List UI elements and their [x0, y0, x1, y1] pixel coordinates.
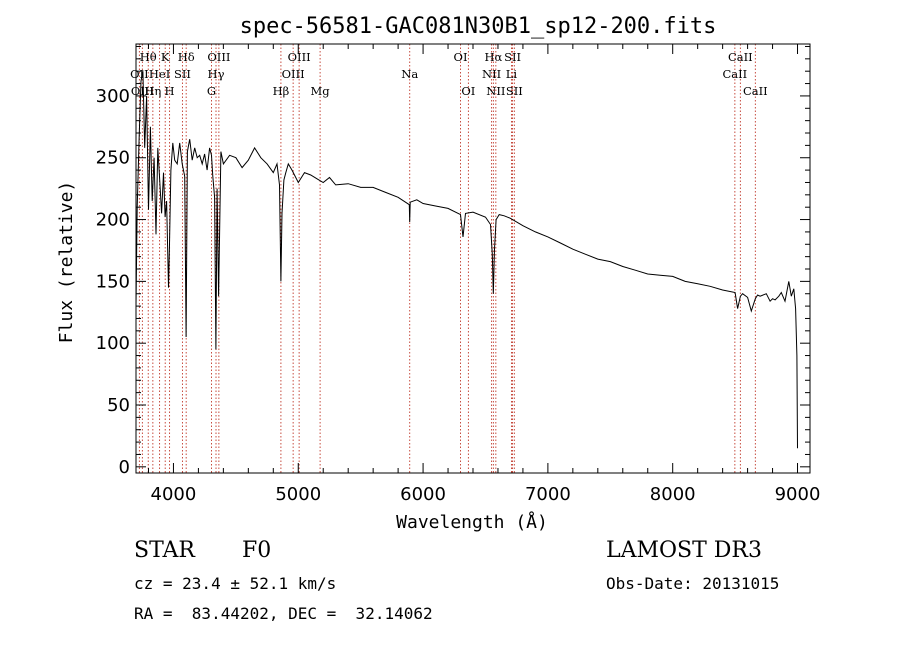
observation-date: Obs-Date: 20131015: [606, 574, 780, 593]
emission-line-markers: [138, 44, 756, 473]
x-tick-label: 6000: [400, 484, 446, 505]
line-label: Hθ: [140, 50, 157, 64]
chart-title: spec-56581-GAC081N30B1_sp12-200.fits: [240, 14, 717, 39]
spectrum-line: [135, 71, 798, 449]
y-tick-label: 100: [96, 333, 130, 354]
line-label: Hγ: [208, 67, 225, 81]
y-axis-label: Flux (relative): [56, 181, 77, 344]
line-label: H: [165, 84, 175, 98]
line-label: Mg: [311, 84, 331, 98]
object-class: STAR: [134, 538, 195, 563]
line-label: Li: [506, 67, 518, 81]
x-tick-label: 7000: [525, 484, 571, 505]
line-label: OI: [454, 50, 468, 64]
spectral-subclass: F0: [242, 538, 272, 563]
line-label: OIII: [207, 50, 230, 64]
y-tick-label: 300: [96, 86, 130, 107]
line-label: OI: [461, 84, 475, 98]
line-label: CaII: [728, 50, 753, 64]
line-label: Hη: [144, 84, 161, 98]
x-tick-label: 4000: [151, 484, 197, 505]
line-label: Hα: [484, 50, 502, 64]
x-tick-label: 8000: [650, 484, 696, 505]
line-label: CaII: [743, 84, 768, 98]
line-label: NII: [482, 67, 501, 81]
x-axis-label: Wavelength (Å): [396, 511, 548, 533]
redshift-velocity: cz = 23.4 ± 52.1 km/s: [134, 574, 337, 593]
y-tick-label: 150: [96, 271, 130, 292]
line-label: NII: [486, 84, 505, 98]
line-label: CaII: [722, 67, 747, 81]
line-label: K: [161, 50, 170, 64]
survey-name: LAMOST DR3: [606, 538, 762, 563]
plot-axes: 4000 5000 6000 7000 8000 9000 0 50 100 150 200 250 3…: [96, 43, 821, 505]
line-label: SII: [506, 84, 523, 98]
line-label: G: [207, 84, 216, 98]
y-tick-label: 250: [96, 148, 130, 169]
line-label: HeI: [149, 67, 170, 81]
y-tick-label: 50: [107, 395, 130, 416]
plot-frame: [135, 43, 811, 474]
y-tick-label: 200: [96, 210, 130, 231]
line-label: OIII: [131, 84, 154, 98]
line-label: SII: [174, 67, 191, 81]
line-label: Hβ: [273, 84, 290, 98]
x-tick-label: 9000: [775, 484, 821, 505]
line-label: SII: [504, 50, 521, 64]
line-label: OIII: [288, 50, 311, 64]
y-tick-label: 0: [119, 457, 130, 478]
line-label: Na: [401, 67, 418, 81]
line-label: OIII: [282, 67, 305, 81]
line-label: OII: [130, 67, 149, 81]
ra-dec-coordinates: RA = 83.44202, DEC = 32.14062: [134, 604, 433, 623]
line-label: Hδ: [178, 50, 195, 64]
x-tick-label: 5000: [275, 484, 321, 505]
